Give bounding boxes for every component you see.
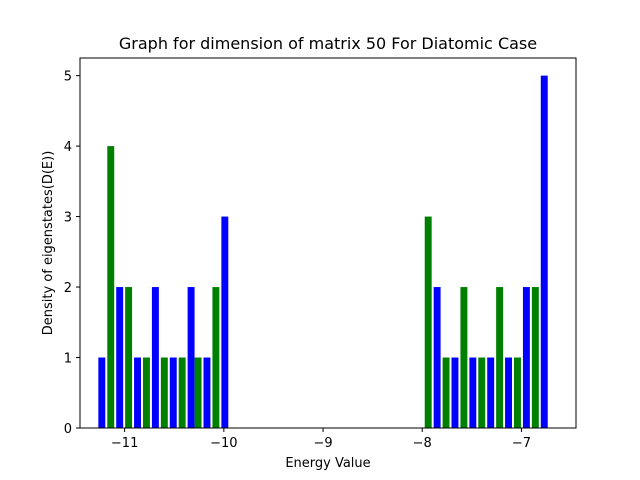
bar-green-6	[212, 287, 220, 428]
bar-blue-9	[451, 357, 459, 428]
x-tick-label: −8	[413, 436, 432, 451]
y-tick-label: 3	[64, 211, 72, 226]
bar-green-5	[194, 357, 202, 428]
bar-green-10	[478, 357, 486, 428]
bar-green-9	[460, 287, 468, 428]
y-tick-label: 5	[64, 70, 72, 85]
y-tick-label: 2	[64, 281, 72, 296]
x-axis-ticks: −11 −10 −9 −8 −7	[111, 428, 531, 451]
bar-blue-1	[116, 287, 124, 428]
plot-frame	[79, 57, 577, 429]
bar-blue-10	[469, 357, 477, 428]
bar-blue-4	[169, 357, 177, 428]
bar-green-8	[442, 357, 450, 428]
y-tick-label: 1	[64, 352, 72, 367]
bar-green-3	[160, 357, 168, 428]
bar-blue-13	[522, 287, 530, 428]
x-tick-label: −7	[512, 436, 531, 451]
bar-blue-7	[221, 216, 229, 428]
bar-green-12	[514, 357, 521, 428]
bars-group	[98, 75, 548, 429]
bar-blue-11	[487, 357, 495, 428]
x-tick-label: −10	[210, 436, 237, 451]
bar-blue-12	[505, 357, 513, 428]
bar-green-2	[142, 357, 150, 428]
chart-title: Graph for dimension of matrix 50 For Dia…	[119, 34, 537, 53]
bar-blue-6	[203, 357, 211, 428]
bar-green-11	[496, 287, 504, 428]
bar-green-4	[178, 357, 186, 428]
x-tick-label: −11	[111, 436, 138, 451]
bar-blue-3	[151, 287, 159, 428]
x-tick-label: −9	[313, 436, 332, 451]
y-tick-label: 4	[64, 140, 72, 155]
x-axis-label: Energy Value	[285, 456, 370, 471]
bar-blue-0	[98, 357, 106, 428]
bar-green-7	[424, 216, 432, 428]
y-tick-label: 0	[64, 422, 72, 437]
y-axis-label: Density of eigenstates(D(E))	[41, 151, 56, 336]
bar-blue-5	[187, 287, 195, 428]
bar-blue-2	[134, 357, 141, 428]
bar-green-1	[125, 287, 133, 428]
bar-blue-14	[540, 75, 548, 429]
bar-green-0	[107, 146, 115, 428]
bar-green-13	[531, 287, 539, 428]
y-axis-ticks: 0 1 2 3 4 5	[64, 70, 80, 437]
bar-blue-8	[433, 287, 441, 428]
